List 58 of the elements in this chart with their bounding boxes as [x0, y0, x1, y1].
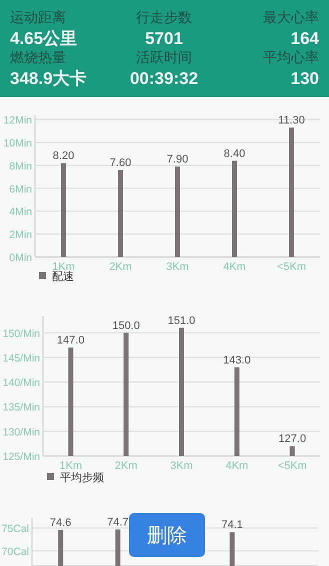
text: 行走步数	[136, 9, 192, 25]
text: 00:39:32	[130, 69, 198, 88]
y-tick-label: 125/Min	[2, 451, 40, 463]
text: 164	[290, 29, 320, 48]
y-tick-label: 130/Min	[2, 426, 40, 438]
data-label: 8.40	[224, 148, 246, 160]
button: 删除	[129, 513, 205, 557]
y-tick-label: 150/Min	[2, 328, 40, 340]
text: 5701	[145, 29, 183, 48]
annotation: 删除	[147, 525, 187, 547]
data-label: 150.0	[112, 320, 140, 332]
y-tick-label: 4Min	[9, 206, 32, 218]
data-label: 151.0	[168, 314, 196, 327]
y-tick-label: 2Min	[9, 229, 32, 242]
y-tick-label: 75Cal	[2, 523, 29, 536]
y-tick-label: 6Min	[9, 183, 32, 196]
y-tick-label: 140/Min	[2, 377, 40, 390]
data-label: 127.0	[278, 433, 306, 446]
y-tick-label: 145/Min	[2, 352, 40, 364]
y-tick-label: 0Min	[9, 252, 32, 264]
bar	[289, 128, 294, 257]
data-label: 74.1	[221, 519, 243, 532]
x-tick-label: 4Km	[226, 460, 248, 472]
text: 平均心率	[263, 49, 319, 65]
x-tick-label: <5Km	[278, 460, 307, 472]
x-tick-label: 3Km	[170, 460, 193, 472]
data-label: 8.20	[52, 150, 74, 162]
x-tick-label: 3Km	[166, 261, 189, 273]
y-tick-label: 12Min	[3, 114, 32, 127]
data-label: 74.7	[107, 516, 129, 528]
data-label: 74.6	[50, 516, 72, 529]
legend-label: 配速	[52, 270, 74, 283]
legend-label: 平均步频	[60, 471, 104, 484]
data-label: 11.30	[278, 114, 305, 127]
x-tick-label: 2Km	[109, 261, 132, 273]
bar	[61, 163, 66, 257]
y-tick-label: 135/Min	[2, 402, 40, 414]
bar	[175, 166, 180, 257]
x-tick-label: 2Km	[114, 460, 138, 472]
x-tick-label: <5Km	[276, 261, 306, 273]
y-tick-label: 70Cal	[2, 546, 29, 558]
y-tick-label: 8Min	[9, 160, 32, 172]
x-tick-label: 4Km	[223, 261, 246, 273]
data-label: 7.60	[110, 156, 132, 169]
text: 燃烧热量	[10, 49, 66, 65]
y-tick-label: 10Min	[3, 137, 32, 150]
text: 运动距离	[10, 9, 66, 25]
data-label: 7.90	[166, 154, 188, 166]
data-label: 147.0	[56, 334, 84, 347]
x-tick-label: 1Km	[59, 460, 82, 472]
data-label: 143.0	[223, 354, 251, 366]
text: 130	[290, 69, 319, 88]
text: 活跃时间	[136, 49, 192, 65]
text: 348.9大卡	[10, 69, 87, 88]
bar	[118, 170, 123, 257]
text: 最大心率	[263, 9, 319, 25]
bar	[232, 160, 237, 257]
text: 4.65公里	[10, 29, 78, 48]
